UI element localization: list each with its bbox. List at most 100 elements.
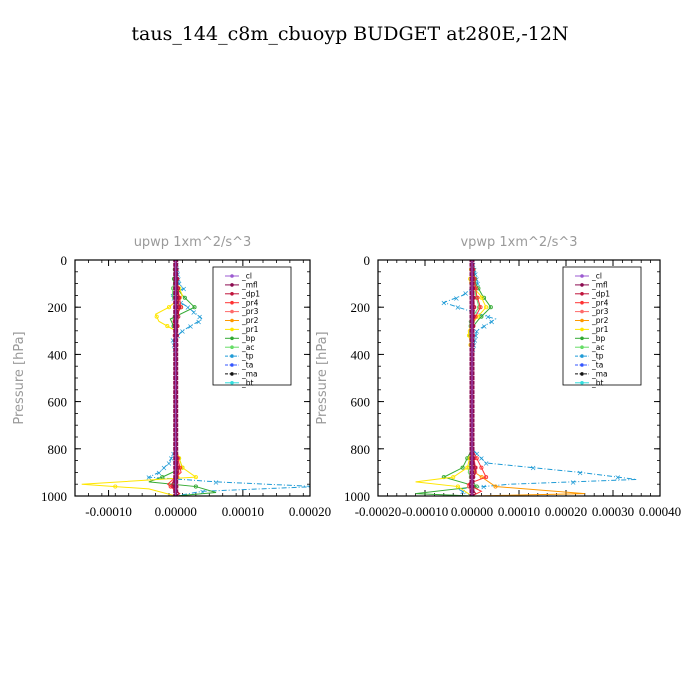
- point-marker: ×: [161, 464, 168, 473]
- legend-marker: [580, 354, 584, 358]
- legend-label: _pr1: [591, 325, 609, 334]
- legend-marker: [580, 309, 584, 314]
- y-tick-label: 600: [351, 395, 371, 410]
- point-marker: ×: [530, 464, 537, 473]
- y-axis-label: Pressure [hPa]: [315, 331, 330, 424]
- point-marker: ×: [459, 487, 466, 496]
- point-marker: [479, 295, 484, 300]
- point-marker: ×: [184, 303, 191, 312]
- point-marker: ×: [176, 280, 183, 289]
- legend-label: _tp: [241, 352, 254, 361]
- point-marker: ×: [473, 450, 480, 459]
- point-marker: [484, 305, 489, 310]
- x-tick-label: 0.00020: [289, 504, 331, 519]
- point-marker: ×: [471, 336, 478, 345]
- point-marker: ×: [190, 308, 197, 317]
- point-marker: [493, 484, 498, 489]
- legend-marker: [230, 381, 234, 385]
- point-marker: [193, 484, 198, 489]
- x-tick-label: -0.00010: [402, 504, 449, 519]
- legend-label: _ma: [591, 370, 608, 379]
- plot-frame: [377, 259, 661, 497]
- y-tick-label: 0: [364, 253, 371, 268]
- point-marker: [475, 314, 480, 319]
- point-marker: ×: [478, 454, 485, 463]
- y-tick-label: 1000: [344, 489, 370, 504]
- point-marker: [113, 484, 118, 489]
- point-marker: ×: [168, 454, 175, 463]
- legend-marker: [230, 363, 234, 367]
- legend-marker: [230, 292, 234, 296]
- legend-label: _tp: [591, 352, 604, 361]
- point-marker: ×: [195, 317, 202, 326]
- x-tick-label: 0.00010: [498, 504, 540, 519]
- legend-marker: [230, 318, 234, 323]
- point-marker: ×: [196, 313, 203, 322]
- point-marker: ×: [156, 468, 163, 477]
- point-marker: [177, 465, 183, 470]
- point-marker: ×: [488, 317, 495, 326]
- legend-label: _pr2: [591, 316, 609, 325]
- point-marker: [192, 305, 197, 310]
- point-marker: [476, 286, 481, 291]
- point-marker: [182, 295, 187, 300]
- point-marker: ×: [472, 332, 479, 341]
- y-tick-label: 200: [48, 300, 68, 315]
- point-marker: ×: [440, 298, 447, 307]
- legend-label: _pr2: [241, 316, 259, 325]
- x-tick-label: 0.00000: [451, 504, 493, 519]
- point-marker: ×: [180, 284, 187, 293]
- point-marker: [460, 465, 465, 470]
- point-marker: ×: [473, 327, 480, 336]
- legend-label: _pr3: [591, 307, 609, 316]
- point-marker: [180, 465, 185, 470]
- series-group: ××××××××××××××××××××××××××××: [81, 260, 310, 496]
- point-marker: ×: [166, 459, 173, 468]
- point-marker: ×: [485, 313, 492, 322]
- legend-marker: [580, 345, 584, 350]
- y-tick-label: 400: [48, 347, 68, 362]
- point-marker: ×: [199, 487, 206, 496]
- point-marker: ×: [481, 322, 488, 331]
- point-marker: ×: [480, 483, 487, 492]
- point-marker: ×: [170, 336, 177, 345]
- point-marker: ×: [187, 322, 194, 331]
- point-marker: [475, 295, 480, 300]
- legend-label: _mfl: [241, 281, 258, 290]
- x-tick-label: 0.00040: [639, 504, 681, 519]
- legend-label: _bt: [241, 378, 254, 387]
- legend-label: _ma: [241, 370, 258, 379]
- point-marker: [154, 314, 159, 319]
- x-tick-label: -0.00020: [355, 504, 402, 519]
- point-marker: [455, 484, 460, 489]
- legend-marker: [230, 372, 234, 376]
- point-marker: ×: [614, 473, 621, 482]
- y-tick-label: 800: [351, 442, 371, 457]
- legend: _cl_mfl_dp1_pr4_pr3_pr2_pr1_bp_ac_tp_ta_…: [212, 266, 292, 387]
- panel-title: upwp 1xm^2/s^3: [134, 235, 252, 250]
- point-marker: ×: [472, 270, 479, 279]
- legend-marker: [230, 327, 234, 332]
- legend-marker: [580, 381, 584, 385]
- point-marker: [451, 475, 456, 480]
- legend-marker: [230, 283, 234, 287]
- legend-marker: [580, 372, 584, 376]
- legend-marker: [580, 318, 584, 323]
- point-marker: ×: [462, 289, 469, 298]
- legend-marker: [580, 274, 584, 278]
- point-marker: ×: [146, 473, 153, 482]
- point-marker: [465, 465, 470, 470]
- y-tick-label: 200: [351, 300, 371, 315]
- plot-frame: [74, 259, 311, 497]
- point-marker: ×: [179, 327, 186, 336]
- legend-marker: [230, 309, 234, 314]
- point-marker: ×: [577, 468, 584, 477]
- point-marker: [165, 324, 170, 329]
- panel-2: vpwp 1xm^2/s^3 Pressure [hPa] 0 200 400 600 80…: [315, 235, 681, 519]
- legend-label: _pr4: [241, 298, 259, 307]
- legend-label: _ta: [591, 361, 603, 370]
- legend-marker: [580, 336, 584, 341]
- point-marker: ×: [483, 459, 490, 468]
- legend-label: _pr3: [241, 307, 259, 316]
